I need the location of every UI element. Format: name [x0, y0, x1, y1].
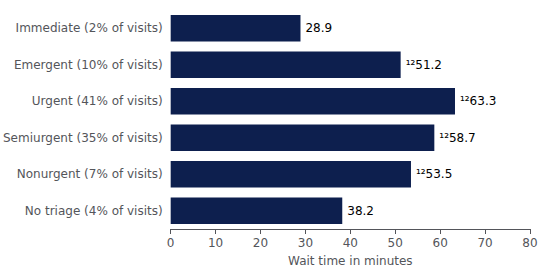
svg-text:38.2: 38.2: [347, 204, 374, 218]
svg-text:70: 70: [477, 236, 492, 250]
svg-text:30: 30: [298, 236, 313, 250]
svg-text:80: 80: [522, 236, 537, 250]
svg-text:Semiurgent (35% of visits): Semiurgent (35% of visits): [3, 131, 163, 145]
svg-text:¹²58.7: ¹²58.7: [439, 131, 475, 145]
svg-text:10: 10: [208, 236, 223, 250]
svg-text:20: 20: [253, 236, 268, 250]
svg-text:50: 50: [388, 236, 403, 250]
svg-text:Nonurgent (7% of visits): Nonurgent (7% of visits): [17, 167, 163, 181]
svg-text:Emergent (10% of visits): Emergent (10% of visits): [14, 58, 163, 72]
svg-text:No triage (4% of visits): No triage (4% of visits): [25, 204, 163, 218]
svg-text:28.9: 28.9: [305, 21, 332, 35]
svg-text:¹²63.3: ¹²63.3: [460, 94, 496, 108]
svg-text:Wait time in minutes: Wait time in minutes: [288, 254, 413, 268]
svg-text:0: 0: [167, 236, 175, 250]
svg-text:Urgent (41% of visits): Urgent (41% of visits): [32, 94, 163, 108]
svg-text:¹²51.2: ¹²51.2: [406, 58, 442, 72]
svg-text:¹²53.5: ¹²53.5: [416, 167, 452, 181]
svg-text:Immediate (2% of visits): Immediate (2% of visits): [16, 21, 163, 35]
svg-text:40: 40: [343, 236, 358, 250]
svg-text:60: 60: [433, 236, 448, 250]
